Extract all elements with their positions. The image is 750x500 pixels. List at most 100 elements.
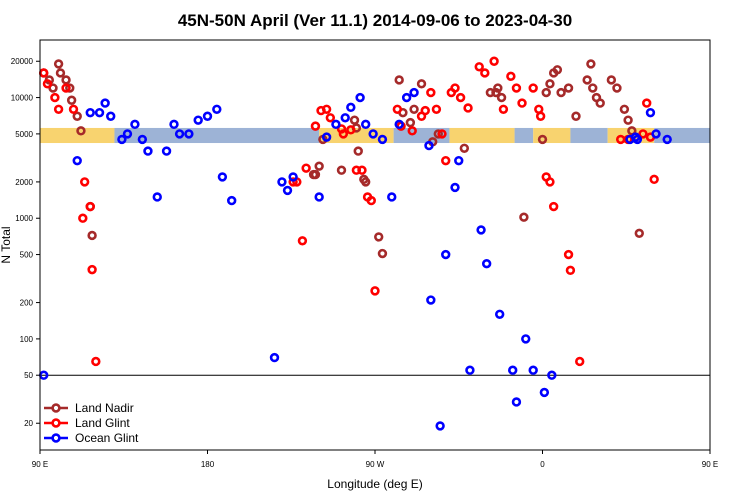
point-ocean_glint	[476, 225, 486, 235]
point-ocean_glint	[409, 87, 419, 98]
band-segment-land	[449, 127, 515, 144]
point-land_glint	[545, 177, 555, 187]
point-ocean_glint	[184, 129, 194, 139]
point-land_nadir	[61, 75, 71, 85]
point-land_glint	[346, 125, 356, 135]
point-land_glint	[420, 105, 430, 116]
point-ocean_glint	[277, 177, 287, 187]
point-land_nadir	[55, 68, 66, 78]
point-ocean_glint	[169, 119, 179, 130]
legend-swatch-marker	[51, 418, 61, 428]
point-land_glint	[563, 249, 574, 260]
point-land_nadir	[394, 75, 404, 85]
point-ocean_glint	[528, 365, 538, 375]
band-segment-ocean	[570, 127, 608, 144]
point-land_nadir	[563, 83, 574, 93]
band-segment-ocean	[654, 127, 710, 144]
point-ocean_glint	[377, 134, 388, 145]
point-land_glint	[91, 356, 101, 367]
point-ocean_glint	[331, 119, 341, 130]
point-ocean_glint	[481, 258, 492, 269]
point-ocean_glint	[494, 309, 505, 319]
point-land_glint	[50, 92, 60, 103]
point-land_glint	[288, 177, 298, 187]
band-segment-land	[40, 127, 115, 144]
series-land_nadir	[39, 59, 644, 259]
y-tick-label: 1000	[15, 214, 33, 223]
point-land_nadir	[349, 115, 360, 125]
point-ocean_glint	[387, 192, 397, 202]
point-land_glint	[87, 264, 97, 275]
point-land_nadir	[496, 92, 507, 103]
point-land_nadir	[353, 146, 363, 156]
point-land_glint	[463, 103, 473, 113]
point-land_glint	[431, 104, 442, 114]
point-land_nadir	[541, 87, 551, 98]
point-land_nadir	[360, 177, 371, 187]
point-land_glint	[407, 126, 417, 136]
point-ocean_glint	[340, 113, 350, 123]
point-land_nadir	[48, 83, 58, 93]
point-land_nadir	[65, 83, 75, 93]
point-land_glint	[474, 62, 484, 72]
point-ocean_glint	[547, 370, 557, 380]
chart-title: 45N-50N April (Ver 11.1) 2014-09-06 to 2…	[178, 11, 572, 30]
y-tick-label: 50	[24, 371, 33, 380]
point-land_nadir	[433, 129, 443, 139]
point-land_glint	[325, 113, 336, 123]
x-tick-label: 90 E	[32, 460, 48, 469]
legend-swatch-marker	[51, 433, 61, 443]
point-land_nadir	[76, 126, 86, 136]
point-ocean_glint	[212, 104, 222, 114]
band-segment-ocean	[514, 127, 534, 144]
point-land_glint	[575, 356, 585, 367]
point-land_glint	[370, 286, 380, 296]
point-land_glint	[392, 104, 403, 114]
point-land_nadir	[405, 117, 416, 128]
point-ocean_glint	[441, 249, 451, 260]
point-land_nadir	[552, 65, 563, 75]
y-tick-label: 20000	[11, 57, 34, 66]
point-land_nadir	[314, 161, 324, 171]
point-land_glint	[297, 236, 308, 246]
point-ocean_glint	[465, 365, 475, 375]
point-land_nadir	[87, 230, 97, 241]
point-land_nadir	[416, 79, 427, 89]
point-ocean_glint	[521, 334, 531, 344]
point-land_nadir	[374, 232, 384, 242]
x-axis-ticks: 90 E 180 90 W 0 90 E	[32, 450, 718, 469]
legend-swatch-marker	[51, 403, 61, 413]
x-tick-label: 0	[540, 460, 545, 469]
point-ocean_glint	[122, 129, 133, 139]
point-ocean_glint	[117, 134, 127, 145]
point-land_nadir	[66, 95, 77, 105]
point-ocean_glint	[152, 192, 162, 202]
series-ocean_glint	[39, 87, 672, 431]
point-ocean_glint	[435, 421, 445, 431]
y-tick-label: 2000	[15, 178, 33, 187]
point-ocean_glint	[161, 146, 172, 156]
legend-label: Land Nadir	[75, 401, 134, 415]
y-tick-label: 5000	[15, 130, 33, 139]
point-ocean_glint	[645, 107, 656, 118]
point-land_nadir	[519, 212, 529, 222]
point-land_glint	[321, 104, 332, 114]
y-axis-ticks: 20 50 100 200 500 1000 2000 5000 10000 20000	[11, 57, 40, 428]
point-land_nadir	[493, 83, 503, 93]
legend-label: Ocean Glint	[75, 431, 139, 445]
point-land_nadir	[586, 59, 596, 69]
point-land_glint	[498, 104, 509, 114]
point-land_nadir	[545, 79, 555, 89]
point-land_glint	[506, 71, 516, 82]
point-land_glint	[548, 201, 559, 212]
point-land_nadir	[582, 75, 592, 85]
point-ocean_glint	[539, 387, 550, 398]
point-land_nadir	[627, 126, 637, 136]
point-land_glint	[489, 56, 499, 66]
point-land_glint	[437, 129, 447, 139]
point-ocean_glint	[662, 134, 672, 145]
legend-item-ocean_glint: Ocean Glint	[44, 431, 139, 445]
point-land_glint	[42, 79, 53, 89]
point-land_glint	[366, 195, 376, 206]
